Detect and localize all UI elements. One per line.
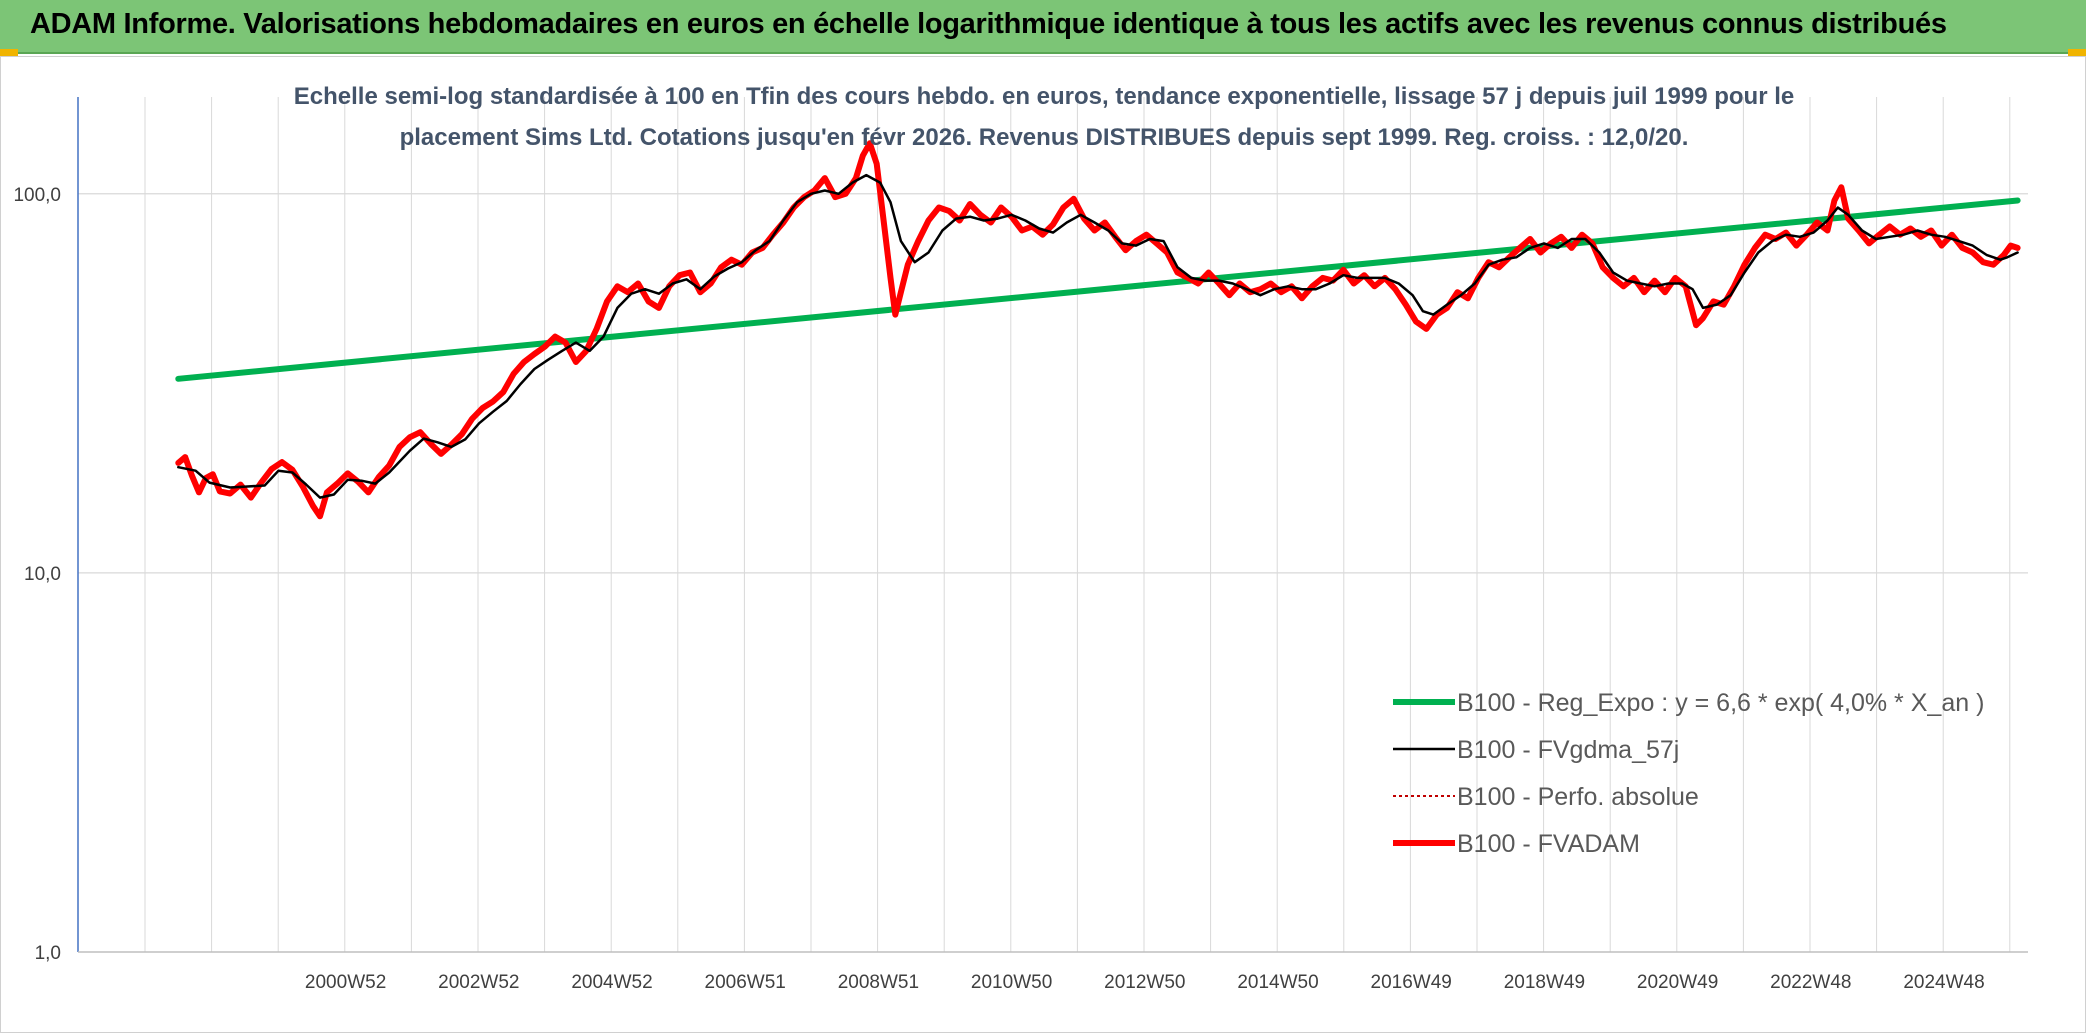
axes: 1,0 10,0 100,0 2000W52 2002W52 2004W52 2006W51… <box>13 97 2028 993</box>
x-tick-label: 2018W49 <box>1504 972 1585 993</box>
x-tick-label: 2010W50 <box>971 972 1052 993</box>
series-lines <box>175 140 2021 520</box>
banner-title: ADAM Informe. Valorisations hebdomadaire… <box>30 8 1947 40</box>
legend-label: B100 - Perfo. absolue <box>1457 783 1699 811</box>
chart-area: 1,0 10,0 100,0 2000W52 2002W52 2004W52 2006W51… <box>0 56 2086 1033</box>
x-tick-label: 2024W48 <box>1903 972 1984 993</box>
x-tick-label: 2020W49 <box>1637 972 1718 993</box>
x-tick-label: 2004W52 <box>571 972 652 993</box>
series-line-1 <box>177 173 2019 499</box>
x-tick-label: 2006W51 <box>705 972 786 993</box>
legend-label: B100 - Reg_Expo : y = 6,6 * exp( 4,0% * … <box>1457 689 1984 717</box>
series-line-3 <box>175 140 2021 520</box>
x-tick-label: 2000W52 <box>305 972 386 993</box>
x-tick-label: 2016W49 <box>1371 972 1452 993</box>
x-tick-label: 2012W50 <box>1104 972 1185 993</box>
chart-subtitle-line-2: placement Sims Ltd. Cotations jusqu'en f… <box>400 124 1689 151</box>
legend-label: B100 - FVgdma_57j <box>1457 736 1679 764</box>
corner-marker-left <box>0 49 18 59</box>
chart-subtitle-line-1: Echelle semi-log standardisée à 100 en T… <box>294 83 1795 110</box>
x-tick-label: 2014W50 <box>1237 972 1318 993</box>
banner: ADAM Informe. Valorisations hebdomadaire… <box>0 0 2086 54</box>
legend: B100 - Reg_Expo : y = 6,6 * exp( 4,0% * … <box>1393 689 1984 858</box>
chart-svg: 1,0 10,0 100,0 2000W52 2002W52 2004W52 2006W51… <box>13 83 2028 993</box>
corner-marker-right <box>2068 49 2086 59</box>
x-tick-label: 2002W52 <box>438 972 519 993</box>
y-tick-label: 1,0 <box>35 943 61 964</box>
legend-label: B100 - FVADAM <box>1457 830 1640 858</box>
y-tick-label: 10,0 <box>24 564 61 585</box>
y-tick-label: 100,0 <box>13 185 61 206</box>
x-tick-label: 2008W51 <box>838 972 919 993</box>
x-tick-label: 2022W48 <box>1770 972 1851 993</box>
series-line-0 <box>175 197 2021 382</box>
